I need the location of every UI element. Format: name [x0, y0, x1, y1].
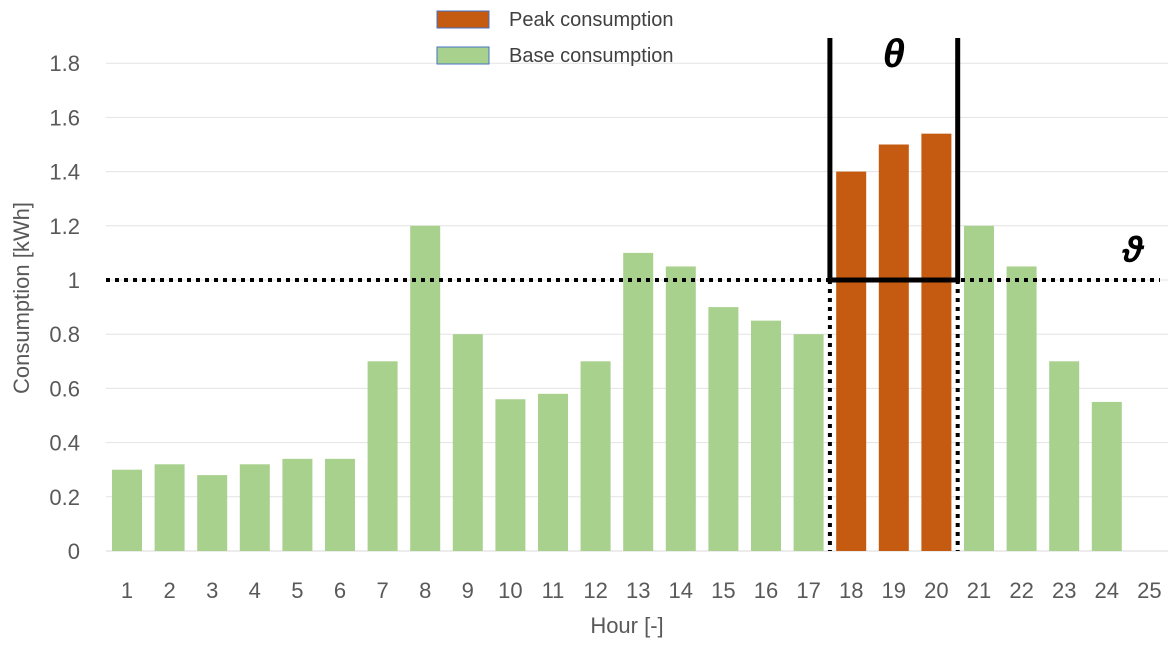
- x-tick-label: 1: [121, 578, 133, 603]
- x-tick-label: 20: [924, 578, 948, 603]
- base-consumption-bar: [538, 393, 568, 551]
- y-tick-label: 0.6: [49, 376, 80, 401]
- base-consumption-bar: [410, 225, 441, 552]
- x-tick-label: 5: [291, 578, 303, 603]
- threshold-label: ϑ: [1121, 229, 1144, 270]
- base-consumption-bar: [452, 334, 483, 551]
- y-tick-label: 0.8: [49, 322, 80, 347]
- y-tick-label: 1: [68, 268, 80, 293]
- base-consumption-bar: [495, 399, 526, 551]
- base-consumption-bar: [708, 307, 739, 551]
- base-consumption-bar: [580, 361, 611, 551]
- x-tick-label: 19: [882, 578, 906, 603]
- legend-swatch: [436, 10, 490, 29]
- base-consumption-bar: [367, 361, 398, 551]
- x-tick-label: 4: [249, 578, 261, 603]
- x-tick-label: 14: [669, 578, 693, 603]
- x-tick-label: 7: [376, 578, 388, 603]
- peak-consumption-bar: [921, 133, 952, 551]
- base-consumption-bar: [282, 458, 313, 551]
- base-consumption-bar: [239, 464, 270, 551]
- peak-window-label: θ: [883, 32, 905, 76]
- x-tick-label: 24: [1095, 578, 1119, 603]
- x-tick-label: 2: [163, 578, 175, 603]
- base-consumption-bar: [112, 469, 142, 551]
- y-axis-label: Consumption [kWh]: [9, 202, 34, 394]
- y-tick-label: 1.6: [49, 105, 80, 130]
- base-consumption-bar: [154, 464, 185, 551]
- x-tick-label: 16: [754, 578, 778, 603]
- base-consumption-bar: [1006, 266, 1037, 551]
- x-tick-label: 8: [419, 578, 431, 603]
- base-consumption-bar: [665, 266, 696, 551]
- peak-consumption-bar: [878, 144, 909, 551]
- x-tick-label: 18: [839, 578, 863, 603]
- x-tick-label: 12: [583, 578, 607, 603]
- y-tick-label: 1.8: [49, 51, 80, 76]
- base-consumption-bar: [751, 320, 781, 551]
- base-consumption-bar: [623, 252, 654, 551]
- x-tick-labels: 1 2 3 4 5 6 7 8 9 10 11 12 13 14 15 16 17 18 19 20 21 22 23 24 2…: [121, 578, 1162, 603]
- legend: Peak consumption Base consumption: [436, 9, 674, 67]
- base-consumption-bar: [964, 225, 994, 552]
- x-tick-label: 13: [626, 578, 650, 603]
- y-tick-label: 1.2: [49, 214, 80, 239]
- x-tick-label: 17: [796, 578, 820, 603]
- y-tick-label: 0.2: [49, 485, 80, 510]
- x-tick-label: 11: [542, 578, 565, 603]
- legend-swatch: [436, 46, 490, 65]
- base-consumption-bar: [1091, 401, 1122, 551]
- legend-label: Peak consumption: [509, 9, 674, 31]
- x-tick-label: 10: [498, 578, 522, 603]
- x-tick-label: 9: [462, 578, 474, 603]
- x-tick-label: 23: [1052, 578, 1076, 603]
- y-tick-label: 1.4: [49, 160, 80, 185]
- x-tick-label: 3: [206, 578, 218, 603]
- peak-consumption-bar: [836, 171, 867, 551]
- y-tick-labels: 0 0.2 0.4 0.6 0.8 1 1.2 1.4 1.6 1.8: [49, 51, 80, 564]
- x-tick-label: 15: [711, 578, 735, 603]
- y-tick-label: 0: [68, 539, 80, 564]
- x-tick-label: 22: [1009, 578, 1033, 603]
- base-consumption-bar: [197, 475, 228, 551]
- annotations: θϑ: [106, 32, 1160, 551]
- base-consumption-bar: [1049, 361, 1080, 551]
- x-tick-label: 6: [334, 578, 346, 603]
- legend-label: Base consumption: [509, 45, 674, 67]
- base-consumption-bar: [325, 458, 355, 551]
- y-tick-label: 0.4: [49, 431, 80, 456]
- x-tick-label: 25: [1137, 578, 1161, 603]
- x-tick-label: 21: [967, 578, 991, 603]
- base-consumption-bar: [793, 334, 824, 551]
- x-axis-label: Hour [-]: [590, 613, 663, 638]
- bars: [112, 133, 1122, 552]
- peak-window-box: [827, 38, 961, 283]
